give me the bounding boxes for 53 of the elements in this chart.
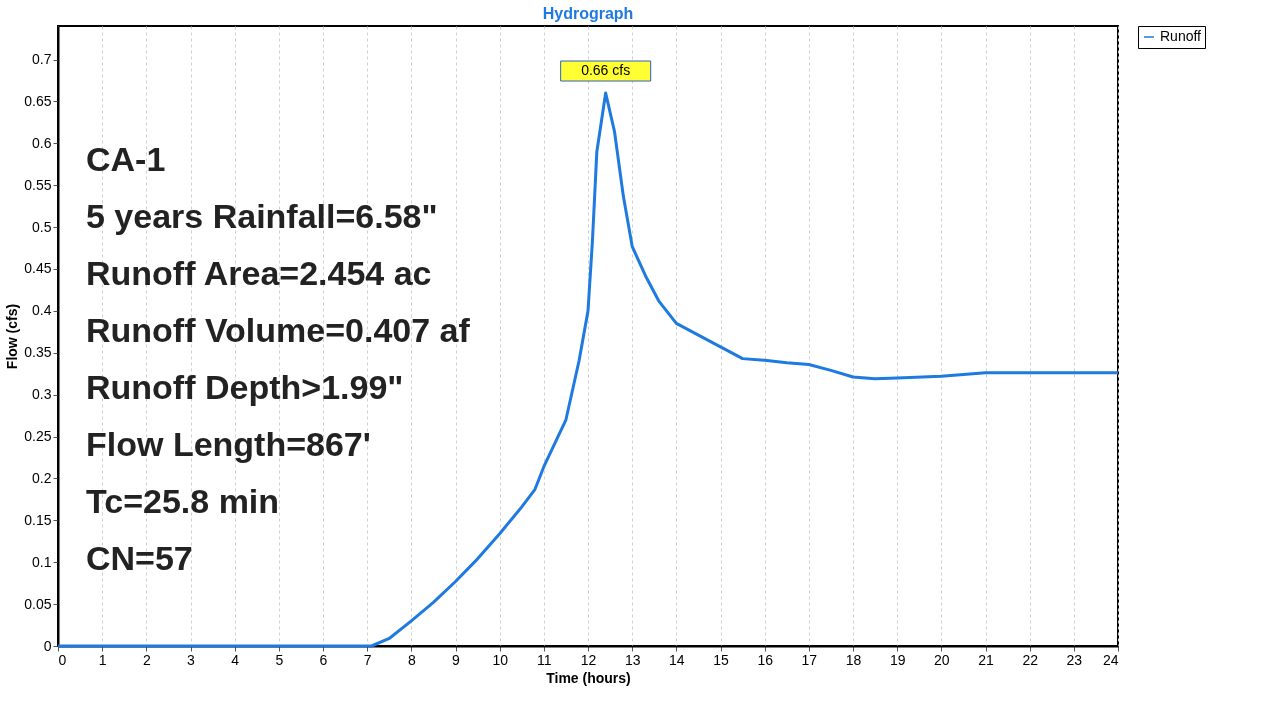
- y-tick-label: 0: [43, 637, 52, 654]
- x-tick-label: 23: [1066, 651, 1083, 668]
- x-tick-label: 24: [1102, 651, 1119, 668]
- x-tick-label: 17: [801, 651, 818, 668]
- annotation: Flow Length=867': [86, 425, 371, 463]
- x-tick-label: 5: [275, 651, 284, 668]
- y-tick-label: 0.55: [24, 176, 52, 193]
- x-tick-label: 22: [1022, 651, 1039, 668]
- x-tick-label: 11: [537, 651, 552, 668]
- annotation: Tc=25.8 min: [86, 482, 280, 520]
- y-tick-label: 0.1: [32, 553, 52, 570]
- x-tick-label: 16: [757, 651, 774, 668]
- y-tick-label: 0.2: [32, 469, 52, 486]
- y-tick-label: 0.25: [24, 428, 52, 445]
- x-tick-label: 8: [407, 651, 416, 668]
- y-tick-label: 0.6: [32, 134, 52, 151]
- x-tick-label: 13: [624, 651, 641, 668]
- x-tick-label: 14: [669, 651, 685, 668]
- y-tick-label: 0.65: [24, 92, 52, 109]
- y-tick-label: 0.45: [24, 260, 52, 277]
- x-tick-label: 7: [363, 651, 372, 668]
- x-tick-label: 21: [978, 651, 994, 668]
- x-axis-title: Time (hours): [546, 669, 631, 686]
- y-tick-label: 0.15: [24, 511, 52, 528]
- annotation: 5 years Rainfall=6.58": [86, 197, 438, 235]
- y-tick-label: 0.05: [24, 595, 52, 612]
- x-tick-label: 20: [934, 651, 950, 668]
- annotation: Runoff Depth>1.99": [86, 368, 404, 406]
- chart-title: Hydrograph: [542, 4, 634, 22]
- annotation: Runoff Area=2.454 ac: [86, 254, 432, 292]
- legend-label: Runoff: [1160, 28, 1202, 44]
- y-tick-label: 0.35: [24, 344, 52, 361]
- x-tick-label: 3: [187, 651, 196, 668]
- x-tick-label: 2: [142, 651, 151, 668]
- x-tick-label: 10: [492, 651, 509, 668]
- annotation: 0.66 cfs: [581, 62, 631, 79]
- x-tick-label: 9: [452, 651, 461, 668]
- annotation: CA-1: [86, 140, 166, 178]
- y-tick-label: 0.3: [32, 386, 52, 403]
- y-axis-title: Flow (cfs): [4, 303, 21, 370]
- x-tick-label: 19: [889, 651, 906, 668]
- annotation: Runoff Volume=0.407 af: [86, 311, 471, 349]
- x-tick-label: 6: [319, 651, 328, 668]
- x-tick-label: 0: [58, 651, 67, 668]
- y-tick-label: 0.7: [32, 51, 52, 68]
- y-tick-label: 0.5: [32, 218, 52, 235]
- annotation: CN=57: [86, 539, 193, 577]
- x-tick-label: 4: [231, 651, 240, 668]
- x-tick-label: 12: [580, 651, 597, 668]
- y-tick-label: 0.4: [32, 302, 52, 319]
- x-tick-label: 1: [98, 651, 107, 668]
- x-tick-label: 18: [845, 651, 862, 668]
- x-tick-label: 15: [713, 651, 729, 668]
